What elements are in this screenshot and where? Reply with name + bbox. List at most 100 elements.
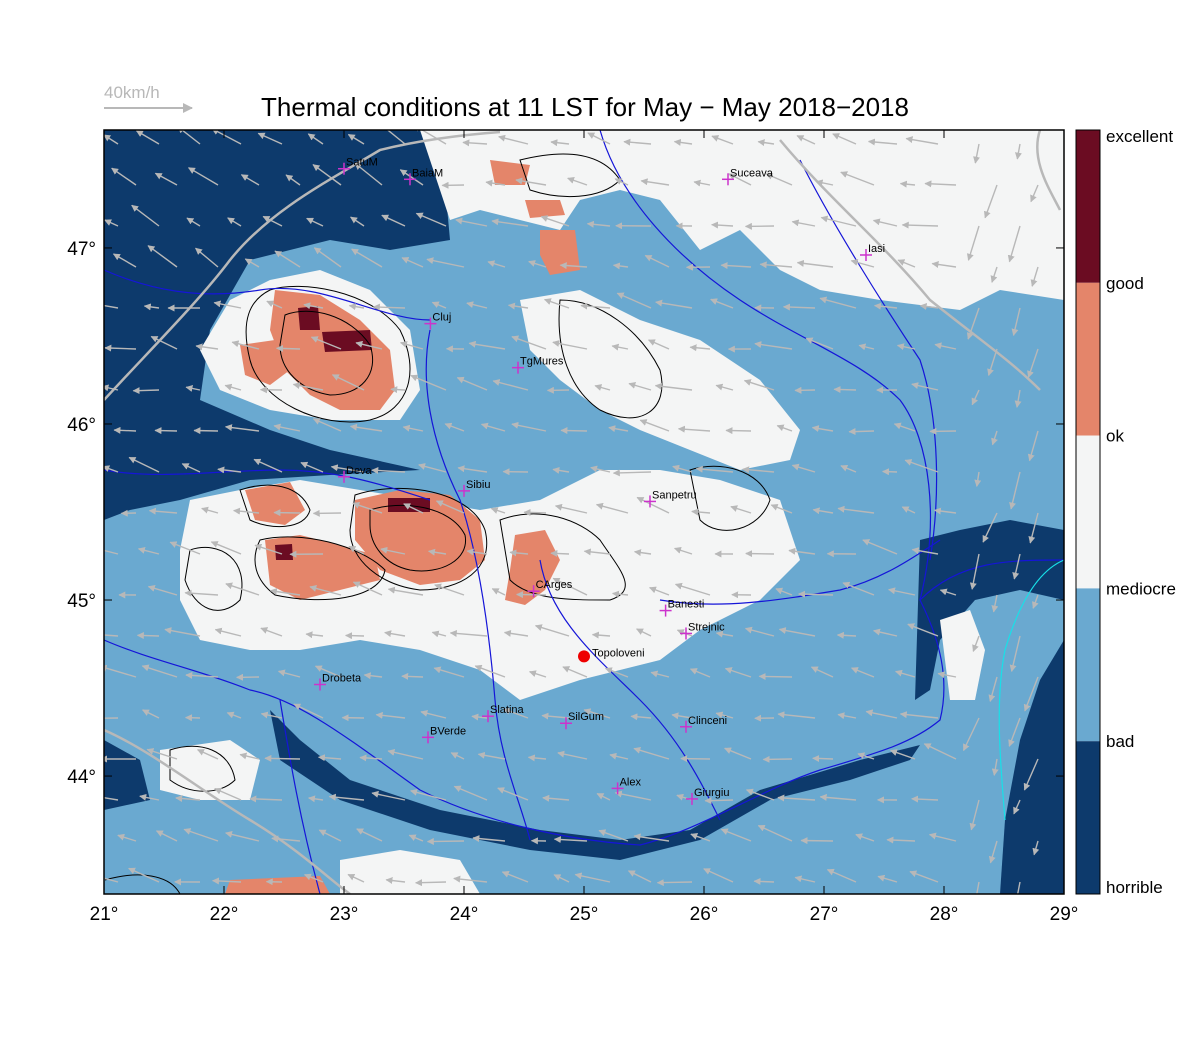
city-marker[interactable]: Deva — [338, 465, 373, 483]
wind-arrow-icon — [426, 257, 465, 268]
wind-arrow-icon — [225, 831, 260, 842]
wind-arrow-icon — [195, 343, 219, 351]
wind-arrow-icon — [345, 632, 365, 640]
wind-arrow-icon — [976, 881, 980, 894]
wind-arrow-icon — [244, 258, 260, 268]
wind-arrow-icon — [303, 873, 324, 883]
wind-arrow-icon — [260, 711, 283, 719]
wind-arrow-icon — [501, 870, 529, 883]
city-marker[interactable]: CArges — [527, 579, 573, 598]
wind-arrow-icon — [1014, 389, 1022, 408]
city-marker[interactable]: Alex — [611, 776, 642, 795]
wind-arrow-icon — [673, 138, 693, 146]
city-marker[interactable]: Sanpetru — [644, 489, 697, 508]
wind-arrow-icon — [720, 828, 752, 842]
ok-zone-south — [225, 876, 330, 894]
wind-arrow-icon — [112, 253, 137, 268]
city-marker[interactable]: Banesti — [659, 599, 705, 617]
wind-arrow-icon — [1023, 676, 1039, 712]
city-marker[interactable]: Strejnic — [680, 621, 725, 640]
x-tick-label: 23° — [330, 904, 359, 925]
wind-arrow-icon — [453, 875, 488, 883]
wind-arrow-icon — [777, 794, 816, 802]
city-marker[interactable]: BVerde — [422, 725, 466, 744]
wind-arrow-icon — [303, 302, 324, 310]
city-marker[interactable]: Suceava — [722, 167, 774, 186]
city-marker[interactable]: SatuM — [338, 157, 378, 175]
wind-arrow-icon — [527, 754, 547, 762]
city-marker[interactable]: Giurgiu — [686, 787, 729, 805]
wind-arrow-icon — [415, 212, 447, 227]
wind-arrow-icon — [175, 795, 201, 803]
wind-arrow-icon — [650, 670, 670, 678]
wind-arrow-icon — [104, 664, 137, 678]
city-marker[interactable]: Cluj — [424, 312, 451, 330]
wind-arrow-icon — [857, 752, 875, 760]
wind-arrow-icon — [371, 790, 406, 801]
wind-arrow-icon — [744, 626, 775, 637]
wind-arrow-icon — [487, 260, 506, 268]
wind-arrow-icon — [104, 134, 119, 145]
wind-arrow-icon — [307, 133, 324, 145]
wind-arrow-icon — [933, 507, 957, 515]
wind-arrow-icon — [901, 506, 916, 514]
wind-arrow-icon — [633, 833, 670, 842]
wind-arrow-icon — [612, 262, 629, 270]
wind-arrow-icon — [991, 758, 999, 776]
river-prut — [799, 159, 938, 561]
city-label: CArges — [536, 579, 573, 591]
wind-arrow-icon — [654, 382, 693, 391]
wind-arrow-icon — [715, 383, 734, 391]
wind-arrow-icon — [415, 879, 447, 887]
city-marker[interactable]: Slatina — [482, 704, 525, 723]
wind-arrow-icon — [552, 340, 588, 350]
wind-arrow-icon — [778, 627, 816, 637]
city-marker[interactable]: Sibiu — [458, 479, 490, 497]
wind-arrow-icon — [987, 348, 998, 377]
wind-arrow-icon — [591, 631, 611, 639]
wind-arrow-icon — [782, 303, 816, 311]
wind-arrow-icon — [690, 833, 711, 842]
river-arges — [539, 559, 721, 821]
good-zone-3 — [275, 544, 293, 560]
wind-arrow-icon — [911, 547, 939, 555]
wind-arrow-icon — [104, 634, 119, 637]
city-marker[interactable]: BaiaM — [404, 167, 443, 186]
wind-arrow-icon — [292, 382, 324, 391]
wind-arrow-icon — [453, 785, 488, 801]
wind-arrow-icon — [611, 343, 629, 351]
wind-arrow-icon — [306, 217, 324, 227]
city-marker[interactable]: Iasi — [860, 243, 885, 261]
city-marker[interactable]: Clinceni — [680, 715, 727, 733]
y-axis: 44° 45° 46° 47° — [67, 239, 1064, 788]
wind-arrow-icon — [765, 173, 793, 186]
wind-arrow-icon — [155, 830, 178, 842]
wind-arrow-icon — [401, 257, 424, 268]
wind-arrow-icon — [331, 374, 365, 391]
wind-arrow-icon — [614, 178, 629, 186]
city-marker[interactable]: SilGum — [560, 711, 604, 730]
wind-arrow-icon — [260, 627, 283, 637]
wind-arrow-icon — [928, 832, 957, 842]
wind-arrow-icon — [628, 381, 652, 391]
wind-arrow-icon — [855, 833, 875, 842]
wind-arrow-icon — [511, 421, 547, 432]
wind-arrow-icon — [796, 135, 816, 145]
wind-arrow-icon — [141, 709, 160, 719]
river-danube — [104, 559, 1064, 846]
wind-arrow-icon — [904, 459, 939, 473]
wind-arrow-icon — [523, 508, 547, 516]
wind-arrow-icon — [312, 164, 342, 186]
highlight-site[interactable]: Topoloveni — [578, 647, 645, 663]
wind-arrow-icon — [889, 749, 916, 760]
wind-arrow-icon — [347, 873, 365, 883]
wind-arrow-icon — [104, 549, 119, 555]
wind-arrow-icon — [924, 180, 957, 188]
highlight-site-marker[interactable] — [578, 650, 590, 663]
city-marker[interactable]: TgMures — [512, 356, 564, 374]
y-tick-label: 44° — [67, 767, 96, 788]
wind-arrow-icon — [580, 302, 611, 310]
wind-arrow-icon — [128, 867, 160, 883]
wind-arrow-icon — [181, 463, 201, 473]
city-marker[interactable]: Drobeta — [314, 673, 362, 691]
